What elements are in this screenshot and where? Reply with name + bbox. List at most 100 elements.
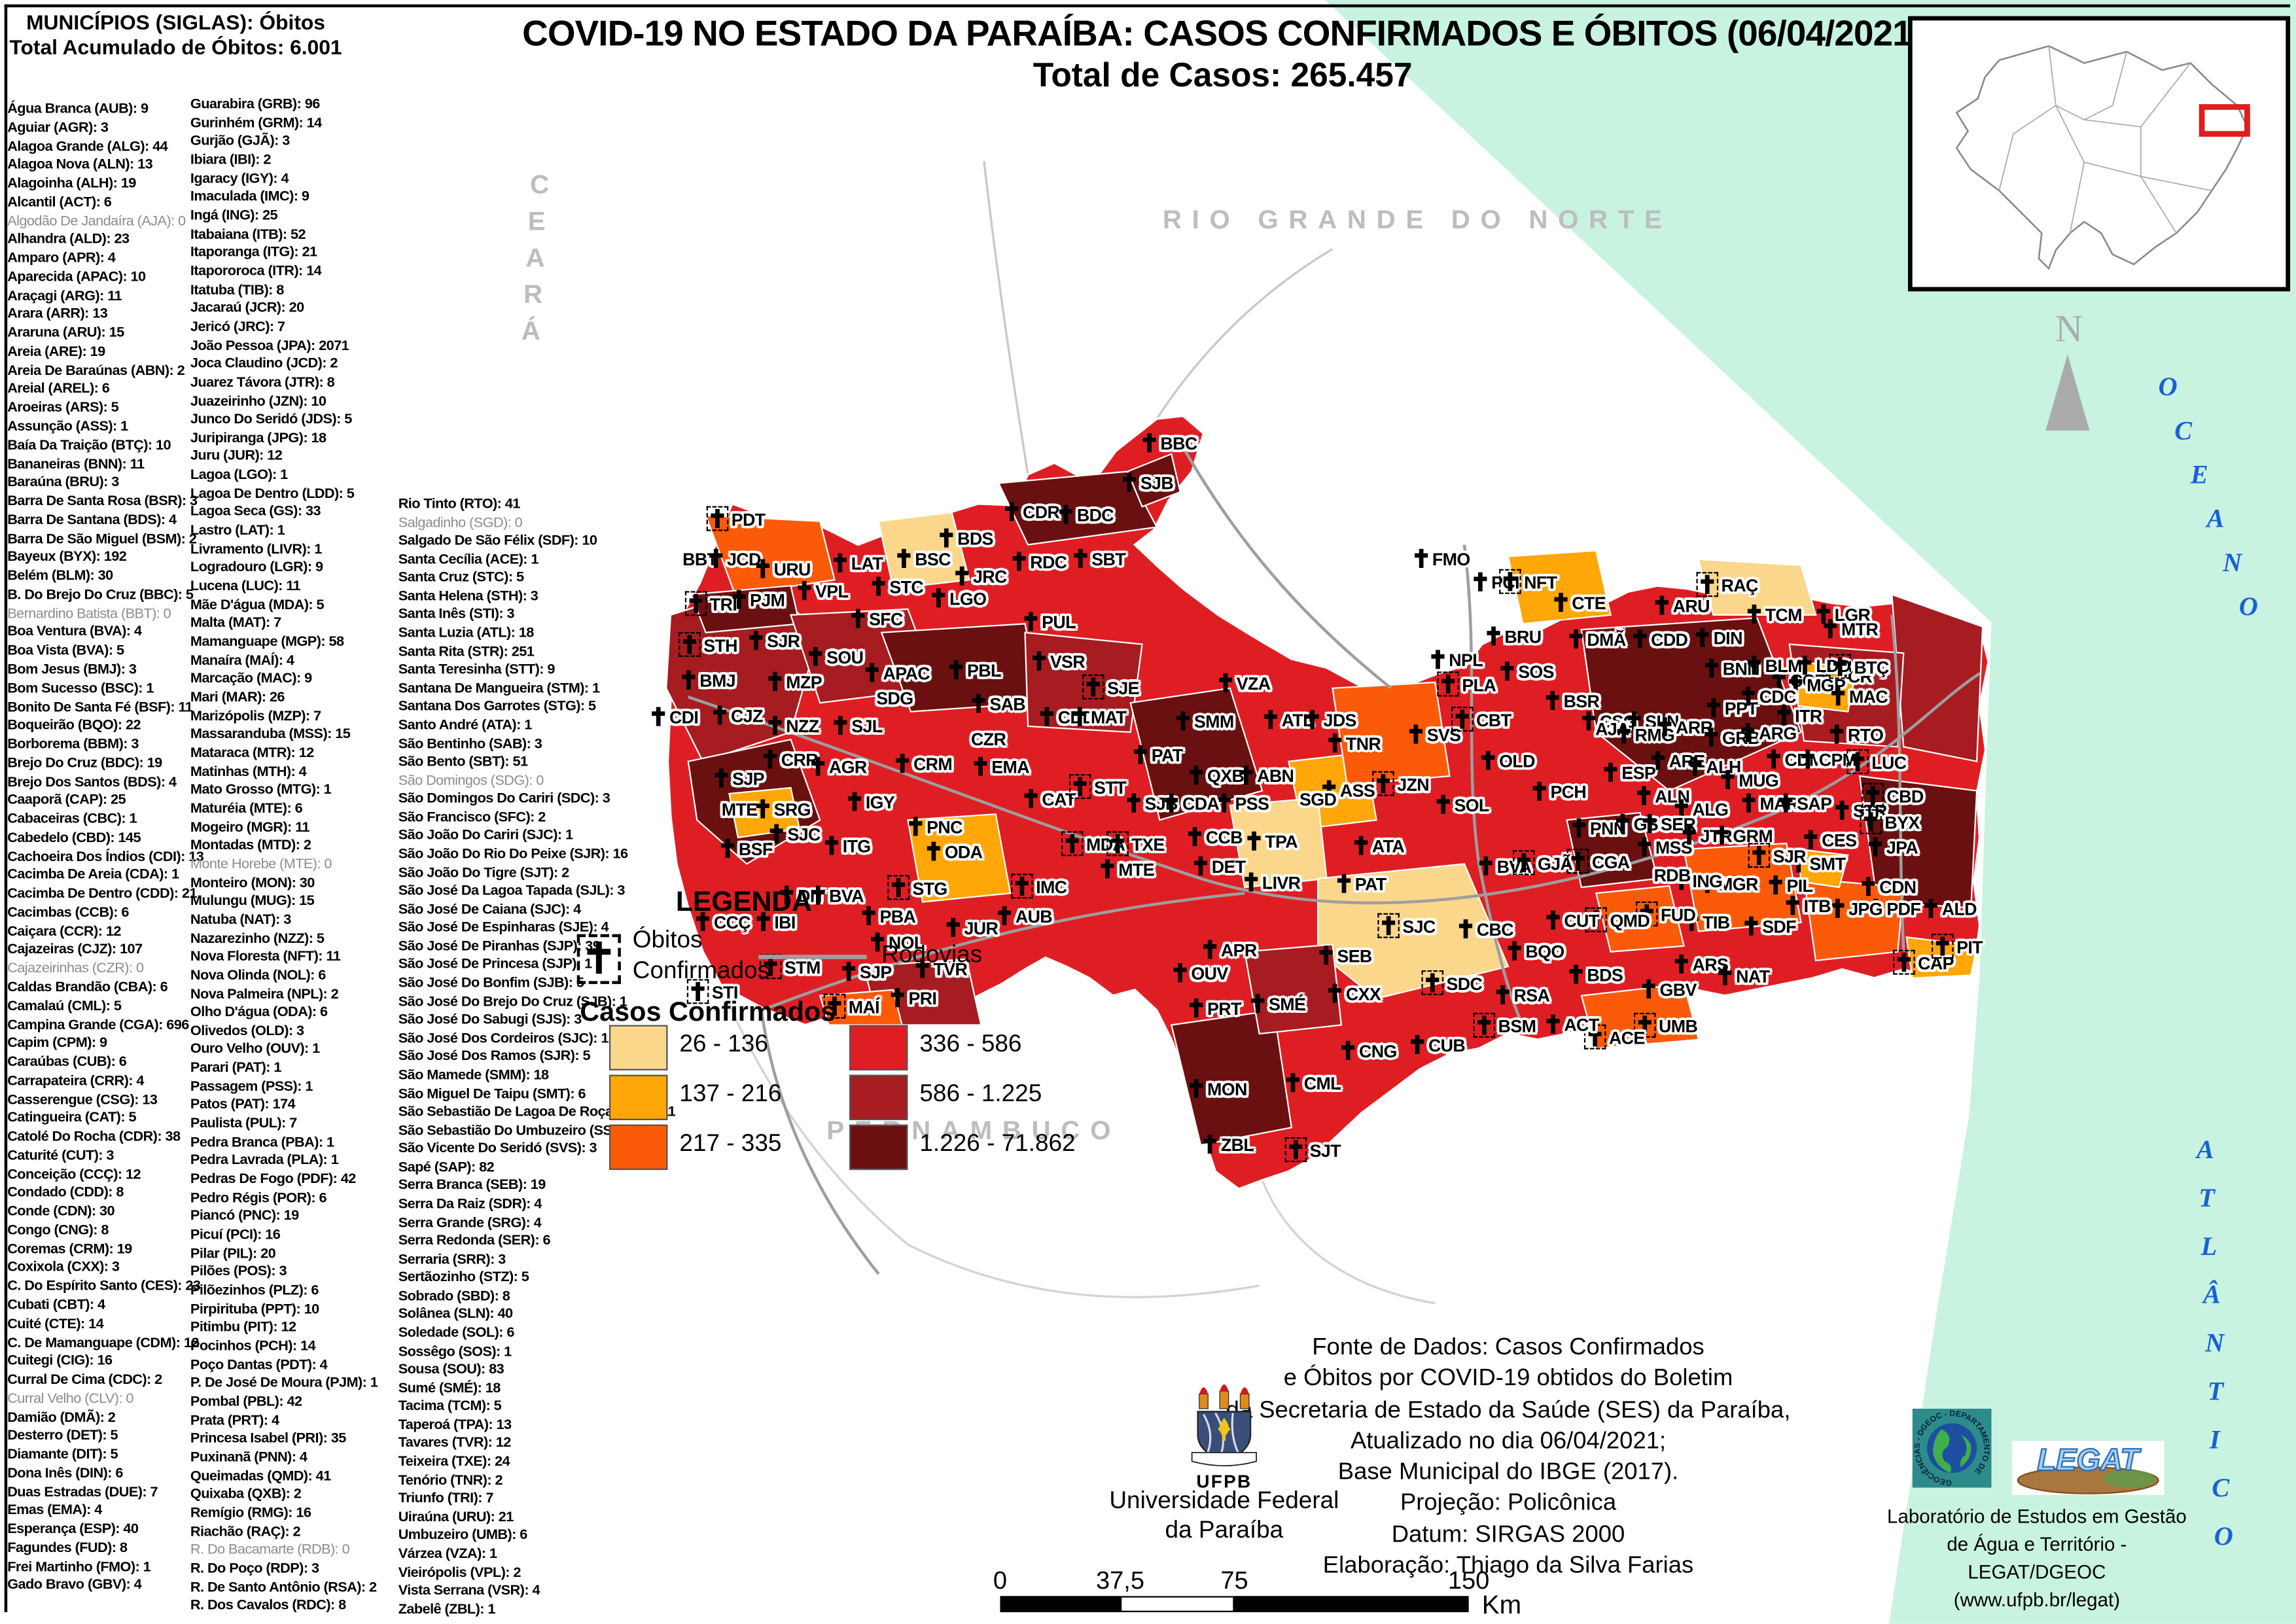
obitos-cross-icon (1024, 788, 1038, 808)
map-label-MTE: MTE (721, 799, 758, 821)
obitos-cross-icon (1696, 572, 1719, 597)
map-label-CES: CES (1804, 830, 1857, 851)
municipality-list-item: Tacima (TCM): 5 (398, 1398, 502, 1415)
municipality-list-item: Coremas (CRM): 19 (7, 1241, 132, 1258)
map-label-CUT: CUT (1546, 910, 1599, 931)
municipality-list-item: Santa Luzia (ATL): 18 (398, 625, 535, 642)
obitos-cross-icon (1924, 898, 1938, 918)
obitos-cross-icon (1860, 809, 1882, 834)
municipality-list-item: Lastro (LAT): 1 (190, 523, 285, 539)
legend-swatch (609, 1074, 668, 1120)
map-label-URU: URU (756, 559, 811, 580)
map-label-GBV: GBV (1642, 979, 1697, 1000)
municipality-list-item: Massaranduba (MSS): 15 (190, 726, 351, 743)
scale-segment (1000, 1596, 1120, 1612)
municipality-list-item: Cabaceiras (CBC): 1 (7, 811, 137, 828)
municipality-list-item: Junco Do Seridó (JDS): 5 (190, 412, 352, 428)
map-label-CBC: CBC (1458, 919, 1514, 940)
legend-class-item: 137 - 216 (609, 1074, 843, 1120)
source-line: Fonte de Dados: Casos Confirmados (1312, 1333, 1704, 1361)
obitos-cross-icon (1786, 896, 1799, 915)
obitos-cross-icon (1566, 849, 1589, 874)
obitos-cross-icon (1059, 504, 1073, 524)
obitos-cross-icon (732, 590, 746, 609)
brazil-inset-map (1907, 16, 2291, 292)
municipality-list-item: Santa Inês (STI): 3 (398, 607, 515, 624)
municipality-list-item: Cajazeiras (CJZ): 107 (7, 942, 143, 959)
obitos-cross-icon (1005, 502, 1019, 521)
obitos-cross-icon (1674, 954, 1688, 974)
municipality-list-item: João Pessoa (JPA): 2071 (190, 337, 349, 354)
ufpb-logo: UFPB (1137, 1379, 1313, 1492)
municipality-list-item: C. Do Espírito Santo (CES): 23 (7, 1279, 201, 1295)
obitos-cross-icon (1474, 572, 1487, 591)
scale-segment (1234, 1596, 1469, 1612)
obitos-cross-icon (1165, 793, 1178, 813)
municipality-list-item: Juru (JUR): 12 (190, 448, 283, 465)
legend-swatch (849, 1074, 908, 1120)
obitos-cross-icon (1082, 674, 1104, 699)
municipality-list-item: Cuitegi (CIG): 16 (7, 1353, 113, 1370)
obitos-cross-icon (1473, 1012, 1496, 1038)
municipality-list-item: Boa Vista (BVA): 5 (7, 643, 124, 660)
obitos-cross-icon (1835, 800, 1849, 820)
municipality-list-item: Aroeiras (ARS): 5 (7, 400, 119, 417)
map-label-MTE: MTE (1101, 859, 1155, 880)
municipality-list-item: Serra Branca (SEB): 19 (398, 1178, 546, 1194)
municipality-list-col1: Água Branca (AUB): 9 Aguiar (AGR): 3 Alago… (7, 101, 204, 1596)
map-label-PAT: PAT (1133, 745, 1183, 766)
obitos-cross-icon (1286, 1073, 1300, 1093)
obitos-cross-icon (1193, 856, 1208, 875)
obitos-cross-icon (974, 756, 987, 776)
obitos-cross-icon (896, 754, 910, 773)
municipality-list-item: Itabaiana (ITB): 52 (190, 226, 306, 243)
municipality-list-item: Barra De Santana (BDS): 4 (7, 512, 177, 529)
obitos-cross-icon (1741, 723, 1755, 743)
map-label-BTÇ: BTÇ (1829, 654, 1889, 679)
obitos-cross-icon (1127, 793, 1140, 813)
municipality-list-item: Triunfo (TRI): 7 (398, 1491, 494, 1508)
map-label-NPL: NPL (1431, 650, 1483, 671)
map-label-MTR: MTR (1824, 619, 1879, 640)
obitos-cross-icon (1741, 686, 1756, 706)
municipality-list-item: São Bentinho (SAB): 3 (398, 735, 542, 752)
municipality-list-item: Caraúbas (CUB): 6 (7, 1054, 127, 1071)
map-label-QMD: QMD (1585, 907, 1650, 932)
obitos-cross-icon (811, 756, 825, 776)
municipality-list-item: Caiçara (CCR): 12 (7, 923, 121, 940)
municipality-list-item: Mãe D'água (MDA): 5 (190, 597, 325, 614)
map-label-LIVR: LIVR (1245, 872, 1301, 893)
obitos-cross-icon (706, 506, 729, 531)
map-label-NZZ: NZZ (768, 715, 819, 737)
municipality-list-item: Imaculada (IMC): 9 (190, 189, 309, 205)
map-label-DET: DET (1193, 856, 1246, 877)
municipality-list-item: Marizópolis (MZP): 7 (190, 708, 321, 724)
municipality-list-item: Areial (AREL): 6 (7, 381, 110, 398)
obitos-cross-icon (679, 631, 701, 658)
municipality-list-item: Algodão De Jandaíra (AJA): 0 (7, 213, 186, 230)
municipality-list-item: Campina Grande (CGA): 696 (7, 1017, 189, 1033)
municipality-list-item: Riachão (RAÇ): 2 (190, 1523, 301, 1540)
municipality-list-item: Sousa (SOU): 83 (398, 1362, 504, 1379)
municipality-list-item: Mari (MAR): 26 (190, 690, 285, 706)
map-label-PRI: PRI (891, 988, 937, 1009)
north-arrow-icon (2045, 354, 2090, 431)
municipality-list-item: Nazarezinho (NZZ): 5 (190, 930, 325, 947)
legend-class-item: 217 - 335 (609, 1124, 843, 1171)
legend-range: 137 - 216 (679, 1080, 782, 1107)
map-label-CDR: CDR (1005, 502, 1060, 523)
map-label-SMT: SMT (1792, 853, 1846, 874)
map-label-SDF: SDF (1744, 916, 1797, 937)
municipality-list-item: Cabedelo (CBD): 145 (7, 830, 141, 847)
map-label-SJR: SJR (1748, 843, 1807, 868)
obitos-cross-icon (1499, 569, 1521, 594)
obitos-cross-icon (1706, 698, 1721, 718)
municipality-list-item: Cacimba De Areia (CDA): 1 (7, 867, 179, 884)
obitos-cross-icon (1747, 656, 1761, 675)
map-label-LAT: LAT (833, 553, 883, 574)
obitos-cross-icon (768, 671, 782, 691)
municipality-list-item: Caturité (CUT): 3 (7, 1148, 114, 1164)
map-label-MGR: MGR (1701, 874, 1758, 894)
obitos-cross-icon (1572, 818, 1586, 838)
legend-range: 26 - 136 (679, 1031, 768, 1057)
